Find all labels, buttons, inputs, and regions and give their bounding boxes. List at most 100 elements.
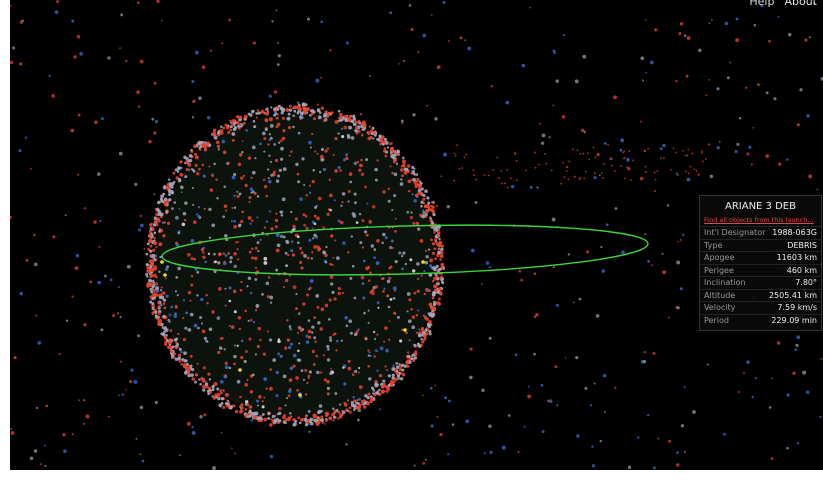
space-object [30, 167, 32, 170]
space-object [317, 321, 321, 325]
launch-link[interactable]: Find all objects from this launch... [704, 216, 814, 224]
space-object [259, 142, 262, 146]
space-object [163, 326, 168, 331]
space-object [533, 272, 537, 276]
info-label: Period [704, 315, 729, 325]
space-object [399, 377, 404, 381]
space-object [236, 194, 240, 199]
space-object [313, 245, 317, 249]
space-object [297, 349, 300, 353]
space-object [394, 229, 397, 233]
space-object [100, 328, 104, 332]
space-object [796, 442, 800, 445]
space-object [321, 418, 324, 421]
space-object [501, 445, 506, 450]
highlight-object [238, 368, 242, 372]
space-object [211, 310, 215, 314]
space-object [136, 90, 140, 95]
space-object [19, 20, 23, 24]
help-link[interactable]: Help [749, 0, 775, 8]
space-object [375, 391, 380, 395]
space-object [183, 371, 188, 375]
about-link[interactable]: About [784, 0, 817, 8]
space-object [367, 392, 371, 396]
space-object [465, 419, 470, 424]
space-object [352, 395, 355, 399]
space-object [64, 214, 67, 217]
space-object [745, 86, 748, 89]
space-object [604, 411, 607, 413]
space-object [424, 209, 429, 214]
space-object [371, 126, 375, 130]
space-object [348, 172, 353, 176]
space-object [300, 111, 304, 114]
space-object [472, 169, 475, 171]
space-object [275, 248, 280, 253]
space-object [405, 167, 409, 172]
space-object [329, 417, 333, 421]
space-object [352, 122, 357, 127]
space-object [369, 399, 373, 404]
space-object [320, 307, 325, 312]
space-object [279, 139, 283, 143]
space-object [317, 418, 321, 422]
space-object [273, 418, 278, 423]
space-object [286, 338, 291, 342]
space-object [324, 423, 326, 425]
space-object [647, 259, 650, 263]
space-object [203, 336, 208, 341]
space-object [340, 127, 344, 131]
space-object [326, 358, 331, 362]
viewport[interactable]: Help About ARIANE 3 DEB Find all objects … [10, 0, 823, 470]
space-object [520, 278, 523, 282]
space-object [33, 233, 36, 237]
space-object [329, 262, 332, 266]
space-object [561, 115, 566, 119]
object-title: ARIANE 3 DEB [725, 201, 796, 212]
space-object [238, 327, 242, 331]
space-object [443, 152, 448, 157]
info-rows: Int'l Designator 1988-063G Type DEBRIS Apoge… [700, 226, 821, 326]
space-object [356, 405, 361, 410]
space-object [410, 357, 414, 361]
space-object [355, 131, 359, 135]
space-object [662, 270, 667, 275]
space-object [299, 117, 302, 121]
space-object [162, 186, 167, 190]
space-object [279, 106, 284, 111]
space-object [168, 338, 172, 342]
space-object [354, 332, 358, 336]
space-object [141, 459, 145, 463]
space-object [181, 222, 186, 227]
space-object [250, 191, 253, 194]
space-object [753, 23, 757, 27]
space-object [10, 431, 15, 436]
space-object [339, 220, 344, 225]
space-object [148, 279, 152, 282]
space-object [265, 111, 269, 116]
space-object [820, 77, 823, 81]
space-object [227, 130, 231, 135]
space-object [139, 214, 142, 218]
space-object [437, 268, 441, 272]
space-scene [10, 0, 823, 470]
space-object [266, 295, 271, 299]
space-object [177, 166, 181, 171]
space-object [406, 310, 409, 313]
space-object [303, 223, 307, 227]
space-object [288, 154, 291, 157]
space-object [297, 180, 301, 184]
space-object [207, 252, 211, 255]
space-object [518, 269, 522, 273]
space-object [362, 399, 366, 402]
space-object [219, 337, 222, 340]
space-object [176, 343, 180, 346]
space-object [316, 109, 320, 113]
space-object [19, 62, 23, 66]
space-object [356, 160, 360, 164]
space-object [254, 309, 258, 312]
space-object [154, 400, 158, 405]
space-object [653, 190, 656, 193]
space-object [527, 394, 532, 399]
space-object [412, 177, 417, 182]
